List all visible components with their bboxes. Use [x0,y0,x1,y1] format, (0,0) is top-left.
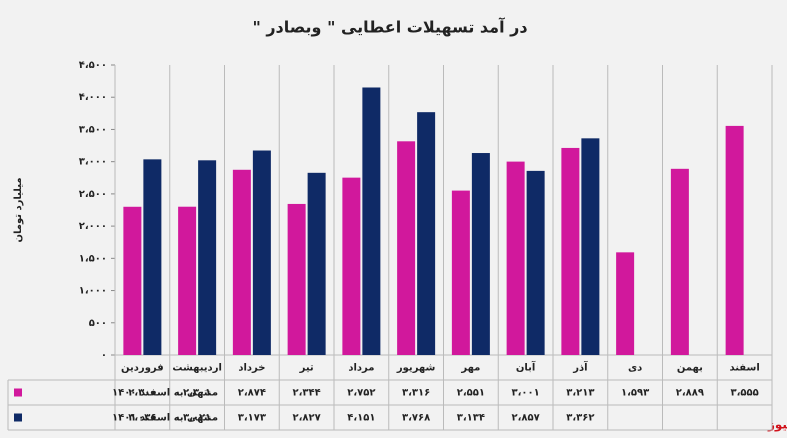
y-tick-label: ۱،۵۰۰ [79,253,107,264]
legend-label: منتهی به اسفند ۱۴۰۱ [112,413,218,424]
x-tick-label: آبان [516,361,536,374]
bar [123,206,142,355]
value-label: ۳،۰۰۱ [512,388,540,399]
bar [471,153,490,355]
value-label: ۳،۱۷۳ [238,413,266,424]
y-tick-label: ۳،۰۰۰ [79,157,107,168]
value-label: ۳،۵۵۵ [731,388,759,399]
y-axis-label: میلیارد تومان [13,177,24,242]
y-tick-label: ۳،۵۰۰ [79,124,107,135]
bar [417,112,436,355]
bar [342,177,361,355]
bar [526,170,545,355]
x-tick-label: خرداد [238,363,265,374]
bar [252,150,271,355]
bar [362,87,381,355]
x-tick-label: بهمن [677,363,703,374]
value-label: ۲،۸۷۴ [238,388,266,399]
x-tick-label: شهریور [396,363,436,374]
x-tick-label: مرداد [348,363,374,374]
value-label: ۳،۱۳۴ [457,413,485,424]
bar [451,190,470,355]
value-label: ۲،۳۰۰ [128,388,156,399]
value-label: ۲،۳۰۱ [183,388,211,399]
value-label: ۳،۰۲۱ [183,413,211,424]
value-label: ۳،۳۱۶ [402,388,430,399]
legend-label: منتهی به اسفند ۱۴۰۰ [112,388,218,399]
y-tick-label: ۴،۵۰۰ [79,60,107,71]
value-label: ۴،۱۵۱ [347,413,375,424]
bar [143,159,162,355]
y-tick-label: ۲،۵۰۰ [79,189,107,200]
y-tick-label: ۰ [101,350,107,361]
bar [616,252,635,355]
x-tick-label: دی [628,363,642,374]
value-label: ۳،۰۳۶ [128,413,156,424]
value-label: ۲،۷۵۲ [347,388,375,399]
y-tick-label: ۴،۰۰۰ [79,92,107,103]
bar [198,160,217,355]
value-label: ۱،۵۹۳ [621,388,649,399]
y-tick-label: ۱،۰۰۰ [79,286,107,297]
y-tick-label: ۵۰۰ [89,318,107,329]
bar [561,147,580,355]
legend-swatch [14,413,22,422]
x-tick-label: فروردین [121,363,164,374]
legend-swatch [14,388,22,397]
value-label: ۳،۷۶۸ [402,413,430,424]
x-tick-label: آذر [572,361,588,374]
bar [725,125,744,356]
value-label: ۲،۳۴۴ [293,388,321,399]
bar [232,169,251,355]
bar [670,168,689,355]
bar [178,206,197,355]
value-label: ۲،۸۲۷ [293,413,321,424]
value-label: ۲،۸۸۹ [676,388,704,399]
value-label: ۳،۲۱۳ [566,388,594,399]
x-tick-label: مهر [460,363,480,374]
value-label: ۲،۵۵۱ [457,388,485,399]
x-tick-label: اسفند [729,363,759,374]
x-tick-label: تیر [299,363,314,374]
x-tick-label: اردیبهشت [172,363,222,374]
bar [397,141,416,355]
bar [581,138,600,355]
bar [287,203,306,355]
chart-title: در آمد تسهیلات اعطایی " وبصادر " [252,17,527,37]
value-label: ۲،۸۵۷ [512,413,540,424]
value-label: ۳،۳۶۲ [566,413,594,424]
bar [506,161,525,355]
bar [307,172,326,355]
y-tick-label: ۲،۰۰۰ [79,221,107,232]
